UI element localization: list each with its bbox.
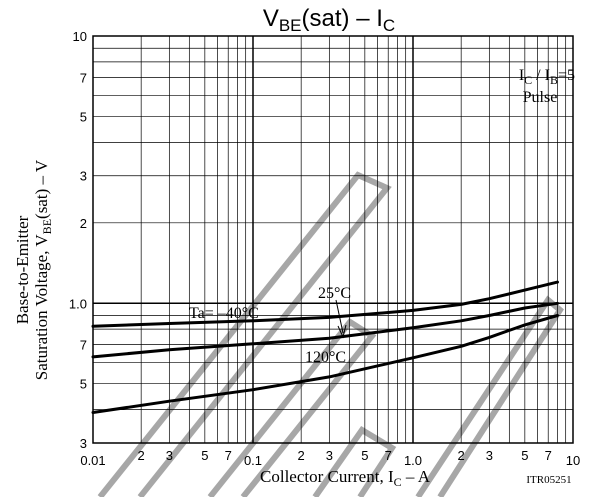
y-tick-label: 2	[80, 216, 87, 231]
x-minor-tick-label: 3	[486, 448, 493, 463]
plot-frame	[92, 35, 574, 444]
label-leader-arrowhead	[337, 324, 347, 339]
x-minor-tick-label: 7	[225, 448, 232, 463]
x-major-tick-label: 10	[566, 453, 580, 468]
x-minor-tick-label: 2	[138, 448, 145, 463]
x-minor-tick-label: 2	[458, 448, 465, 463]
x-minor-tick-label: 3	[326, 448, 333, 463]
curves	[91, 280, 559, 414]
series-line-2	[91, 314, 559, 414]
figure-code: ITR05251	[526, 474, 571, 486]
x-minor-tick-label: 2	[298, 448, 305, 463]
y-axis-title-group: Base-to-Emitter Saturation Voltage, VBE(…	[13, 159, 54, 380]
x-major-tick-label: 0.1	[244, 453, 262, 468]
series-line-0	[91, 280, 559, 328]
y-tick-labels: 3 5 7 1.0 2 3 5 7 10	[69, 29, 87, 451]
y-tick-label: 1.0	[69, 296, 87, 311]
x-minor-tick-label: 5	[521, 448, 528, 463]
y-tick-label: 7	[80, 70, 87, 85]
watermark-stroke-3	[312, 425, 397, 497]
x-minor-tick-label: 5	[201, 448, 208, 463]
condition-label: IC / IB=5	[519, 67, 575, 87]
y-tick-label: 5	[80, 377, 87, 392]
pulse-label: Pulse	[523, 89, 558, 106]
series-label-minus40: Ta= –40°C	[189, 305, 259, 322]
y-tick-label: 5	[80, 109, 87, 124]
chart-title: VBE(sat) – IC	[263, 5, 395, 35]
y-tick-label: 3	[80, 436, 87, 451]
label-leader-25	[335, 299, 344, 334]
y-tick-label: 3	[80, 169, 87, 184]
x-axis-title: Collector Current, IC – A	[260, 467, 431, 489]
y-tick-label: 10	[73, 29, 87, 44]
x-tick-labels: 0.01 0.1 1.0 10 2 3 5 7 2 3 5 7 2 3 5 7	[80, 448, 580, 468]
series-label-120: 120°C	[305, 349, 346, 366]
y-axis-title-line2: Saturation Voltage, VBE(sat) – V	[32, 159, 54, 380]
y-tick-label: 7	[80, 338, 87, 353]
x-minor-tick-label: 7	[545, 448, 552, 463]
y-axis-title-line1: Base-to-Emitter	[13, 215, 32, 324]
series-label-25: 25°C	[318, 285, 351, 302]
x-minor-tick-label: 7	[385, 448, 392, 463]
series-line-1	[91, 301, 559, 359]
x-minor-tick-label: 5	[361, 448, 368, 463]
x-major-tick-label: 0.01	[80, 453, 105, 468]
x-major-tick-label: 1.0	[404, 453, 422, 468]
x-minor-tick-label: 3	[166, 448, 173, 463]
